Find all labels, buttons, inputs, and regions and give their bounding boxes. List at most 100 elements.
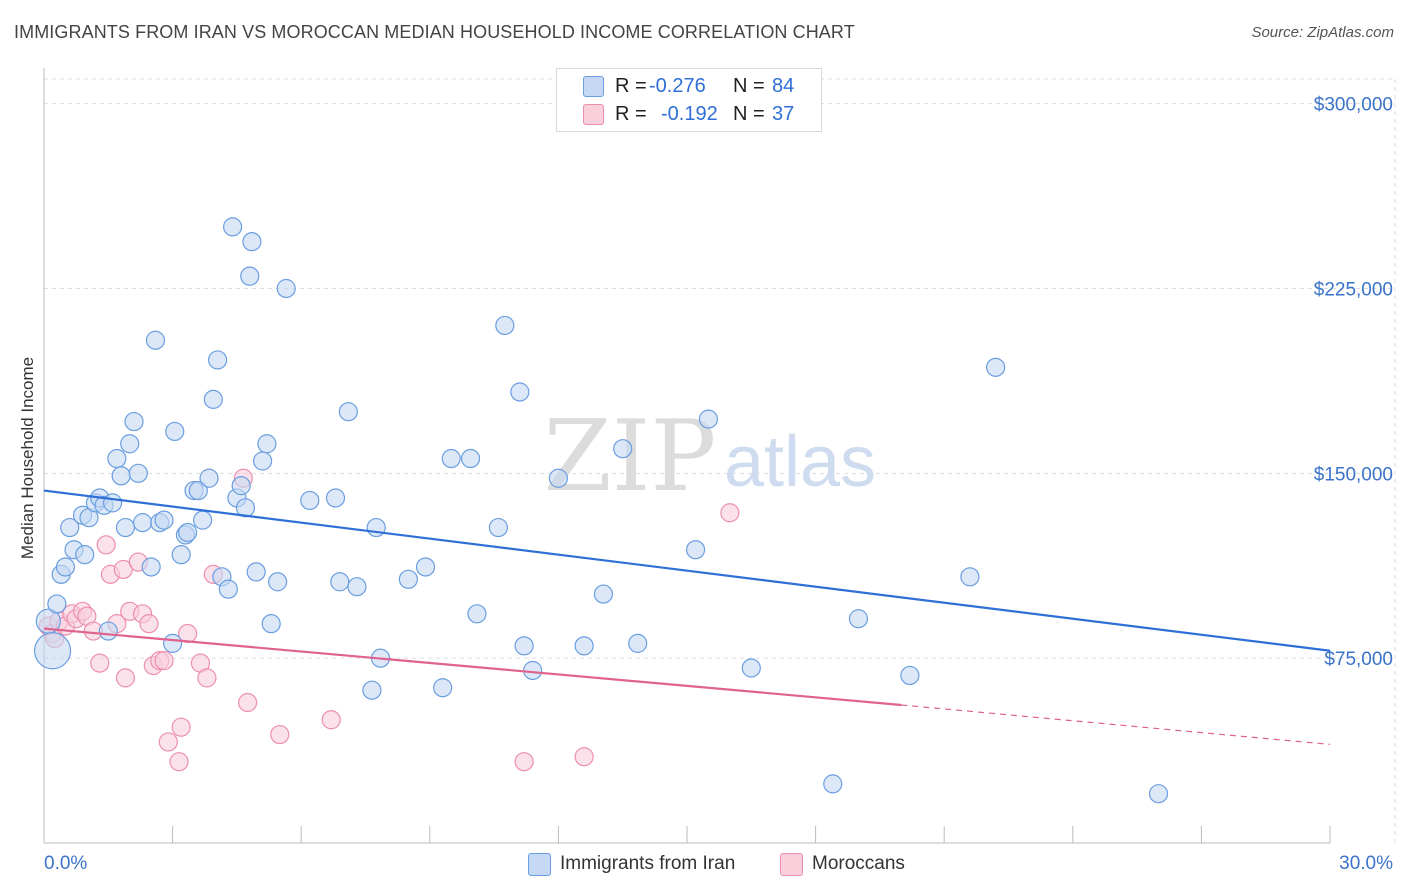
moroccans-point	[139, 614, 159, 634]
moroccans-point	[96, 535, 116, 555]
iran-trend-line	[43, 489, 1331, 652]
iran-point	[325, 488, 346, 508]
iran-point	[441, 448, 461, 469]
iran-point	[613, 439, 633, 459]
iran-point	[593, 584, 614, 604]
iran-point	[257, 434, 277, 454]
iran-point	[960, 567, 980, 587]
iran-point	[741, 658, 761, 678]
moroccans-point	[169, 752, 189, 772]
iran-legend-swatch	[528, 853, 551, 876]
moroccans-point	[514, 752, 534, 772]
iran-point	[60, 517, 80, 538]
iran-point	[171, 545, 191, 565]
watermark-zip: ZIP	[544, 400, 717, 514]
iran-point	[300, 490, 320, 511]
moroccans-point	[270, 724, 290, 745]
axes	[43, 68, 1331, 844]
iran-point	[362, 680, 382, 700]
iran-point	[253, 451, 273, 471]
moroccans-point	[178, 623, 198, 644]
r-label: R =	[615, 75, 647, 97]
n-label: N =	[733, 75, 765, 97]
moroccans-n-value: 37	[772, 103, 795, 125]
iran-point	[55, 557, 76, 577]
iran-point	[514, 636, 534, 656]
moroccans-point	[574, 747, 594, 767]
moroccans-point	[321, 710, 341, 730]
correlation-legend: R = -0.276 N = 84 R = -0.192 N = 37	[556, 68, 822, 132]
moroccans-point	[90, 653, 110, 673]
chart-title: IMMIGRANTS FROM IRAN VS MOROCCAN MEDIAN …	[14, 22, 855, 42]
moroccans-point	[171, 717, 191, 737]
moroccans-r-value: -0.192	[661, 103, 718, 125]
iran-point	[75, 545, 95, 565]
iran-point	[548, 468, 569, 488]
iran-point	[199, 468, 219, 488]
iran-legend-label: Immigrants from Iran	[560, 853, 736, 874]
iran-point	[242, 232, 262, 252]
chart-source: Source: ZipAtlas.com	[1251, 24, 1394, 41]
iran-point	[574, 636, 594, 656]
iran-point	[120, 434, 140, 454]
gridlines	[44, 78, 1396, 843]
iran-point	[347, 577, 367, 597]
x-tick-label: 30.0%	[1339, 853, 1393, 874]
iran-point	[111, 466, 131, 486]
iran-point	[163, 633, 183, 653]
iran-point	[261, 614, 281, 634]
tick-labels: $75,000 $150,000 $225,000 $300,000 0.0% 30.0%	[44, 95, 1393, 874]
iran-point	[495, 315, 515, 336]
r-label: R =	[615, 103, 647, 125]
iran-point	[218, 579, 238, 599]
iran-point	[398, 569, 418, 589]
moroccans-point	[154, 651, 174, 671]
y-tick-label: $75,000	[1324, 649, 1393, 670]
moroccans-point	[238, 692, 258, 713]
moroccans-point	[197, 668, 217, 688]
iran-point	[460, 448, 481, 469]
moroccans-trend-extension	[901, 704, 1331, 746]
iran-point	[102, 493, 123, 513]
iran-point	[33, 632, 72, 670]
n-label: N =	[733, 103, 765, 125]
moroccans-point	[158, 732, 178, 752]
iran-point	[165, 421, 185, 442]
iran-swatch	[583, 76, 604, 97]
iran-point	[246, 562, 266, 582]
iran-point	[467, 604, 487, 624]
iran-point	[98, 621, 118, 641]
iran-r-value: -0.276	[649, 75, 706, 97]
moroccans-legend-label: Moroccans	[812, 853, 905, 874]
iran-point	[107, 448, 127, 469]
iran-point	[128, 463, 148, 483]
iran-point	[433, 678, 453, 698]
trend-lines	[43, 489, 1331, 746]
iran-point	[330, 572, 350, 592]
moroccans-swatch	[583, 104, 604, 125]
iran-point	[338, 402, 358, 422]
iran-point	[145, 330, 166, 350]
iran-point	[685, 540, 706, 560]
iran-point	[268, 572, 288, 592]
iran-point	[235, 498, 256, 518]
iran-point	[276, 278, 296, 299]
iran-point	[415, 557, 436, 577]
iran-point	[848, 609, 869, 629]
iran-point	[132, 513, 153, 533]
iran-point	[124, 411, 144, 432]
iran-point	[193, 510, 213, 530]
iran-n-value: 84	[772, 75, 795, 97]
x-tick-label: 0.0%	[44, 853, 87, 874]
iran-point	[986, 357, 1006, 377]
iran-point	[47, 594, 67, 614]
iran-point	[188, 480, 208, 501]
iran-point	[240, 266, 260, 286]
moroccans-legend-swatch	[780, 853, 803, 876]
iran-points	[33, 217, 1169, 804]
iran-point	[628, 633, 648, 653]
moroccans-point	[720, 503, 740, 523]
watermark-atlas: atlas	[724, 422, 876, 502]
iran-point	[488, 517, 508, 538]
